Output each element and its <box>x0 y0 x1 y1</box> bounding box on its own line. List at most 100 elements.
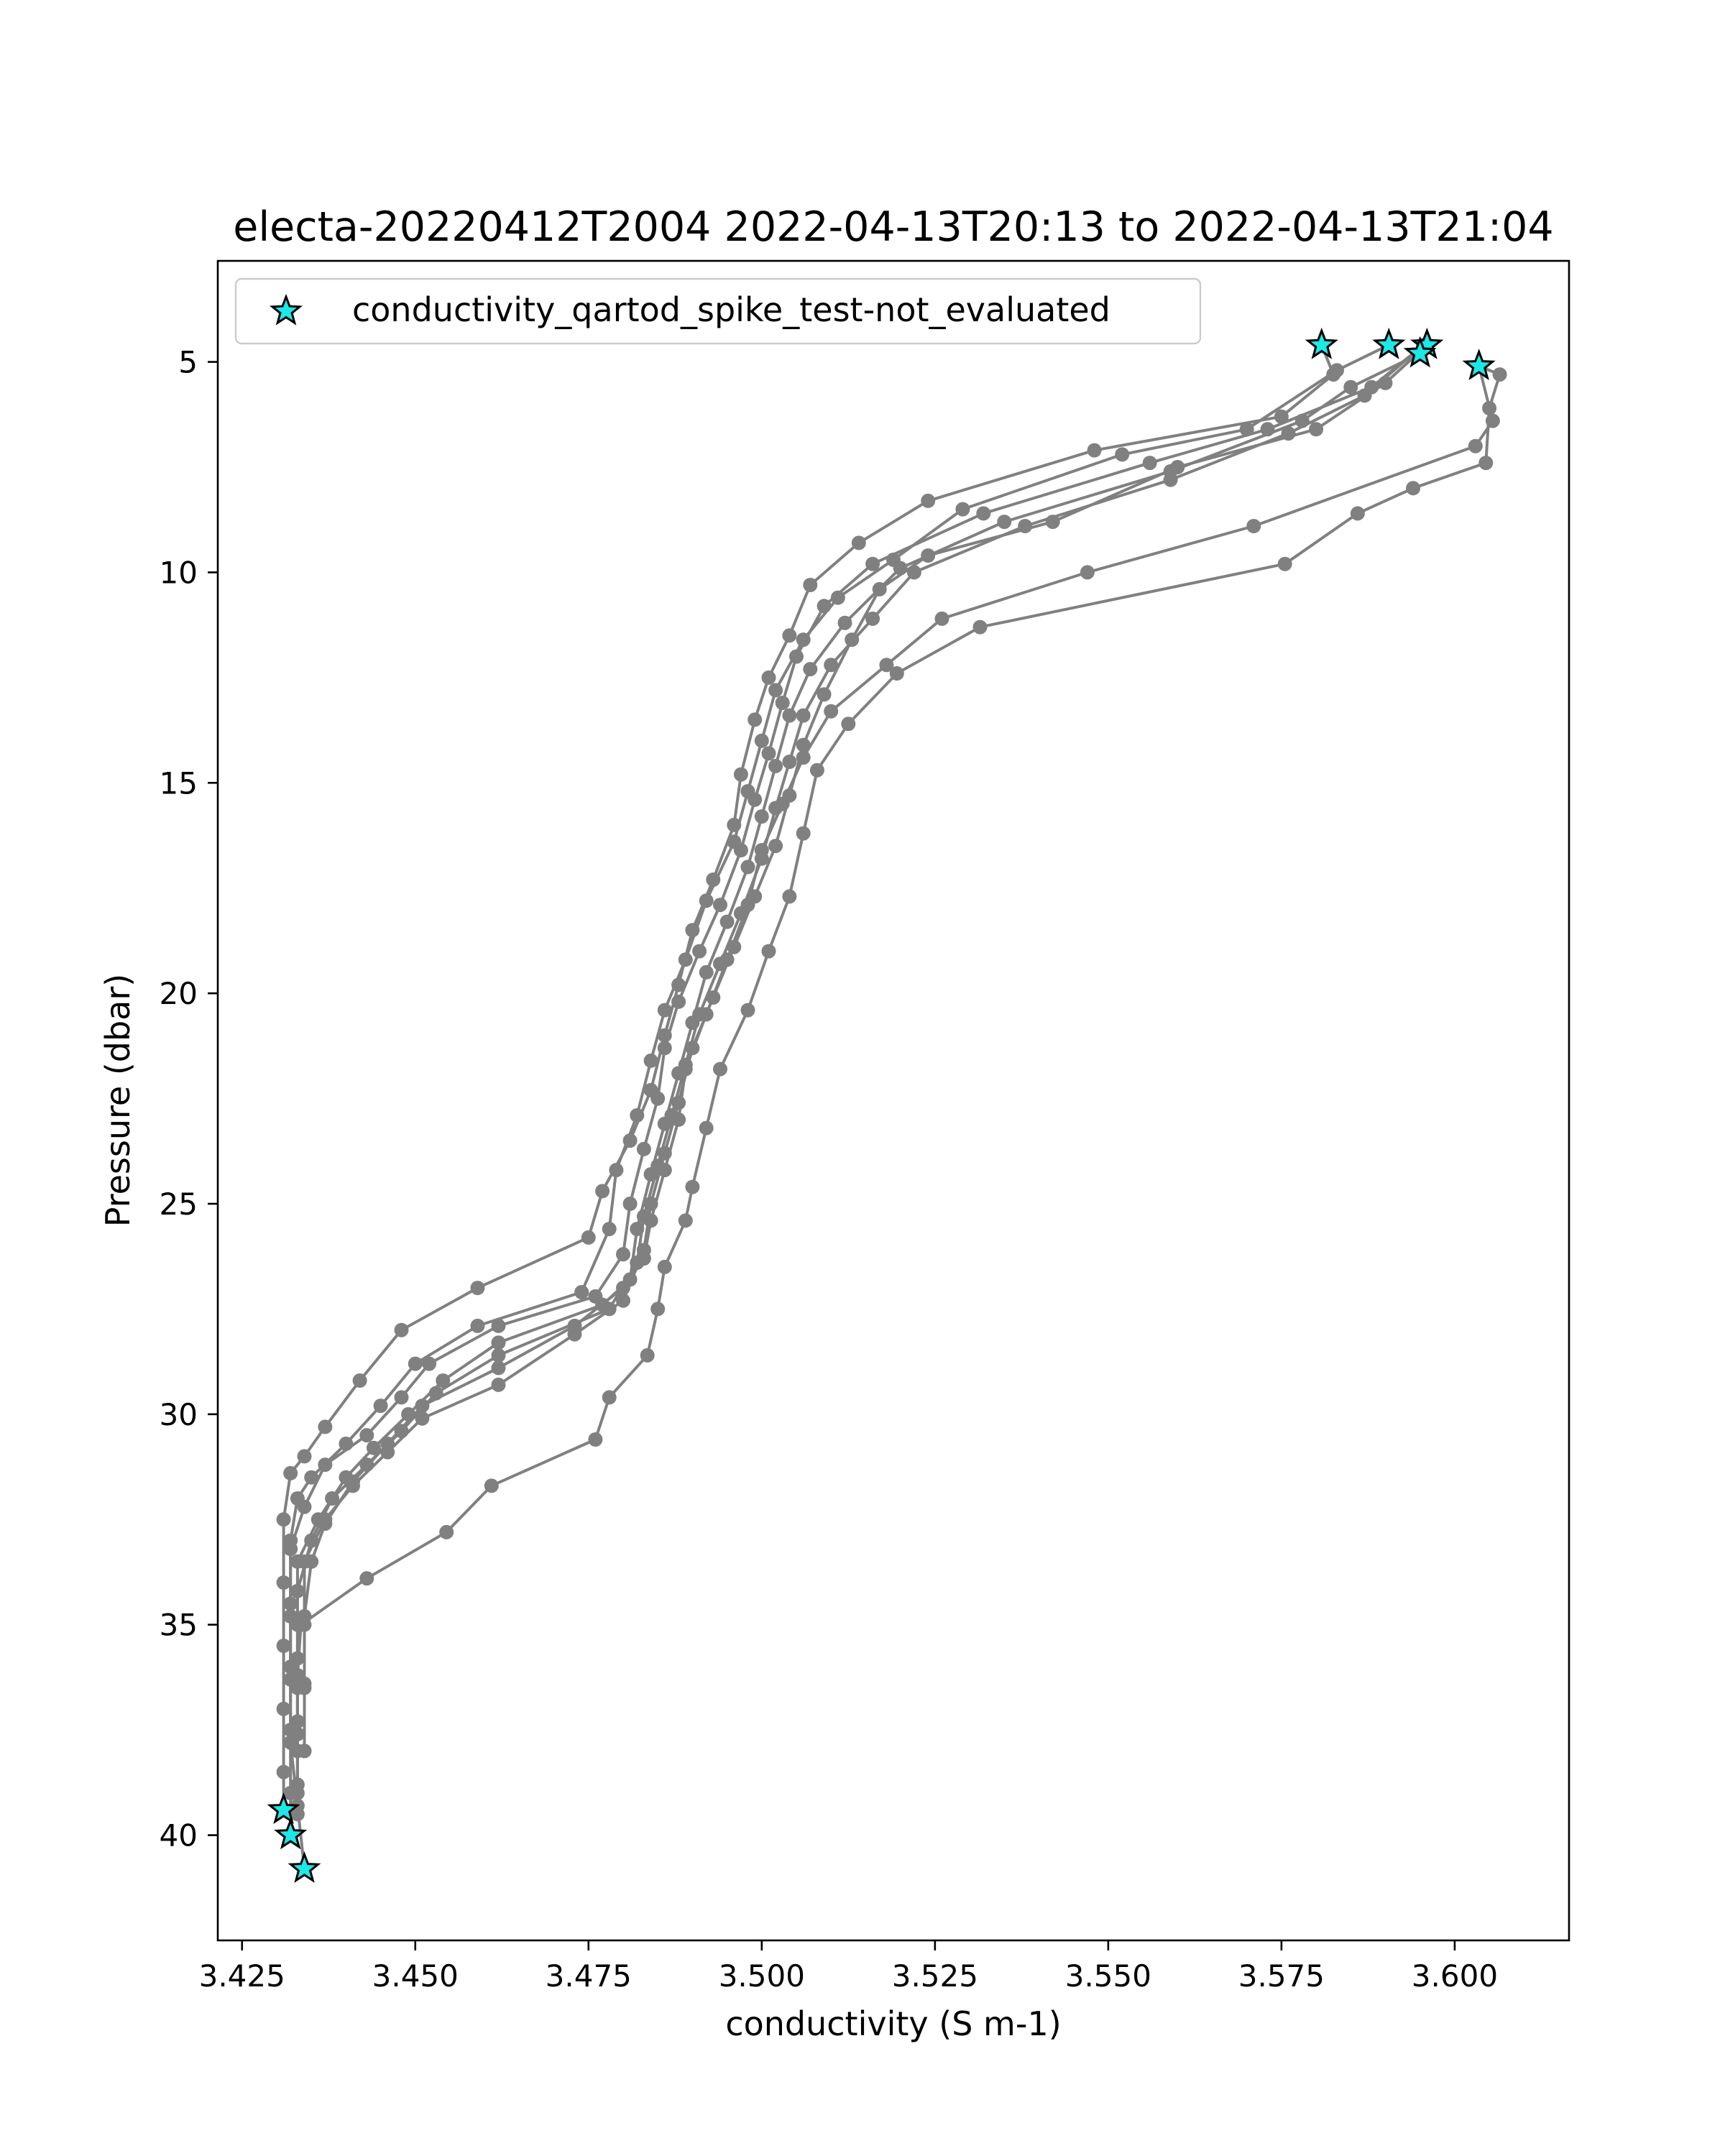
data-point <box>809 763 824 778</box>
data-point <box>297 1609 312 1623</box>
data-point <box>775 796 790 811</box>
legend-box <box>234 277 1202 345</box>
data-point <box>422 1356 437 1371</box>
legend-label: conductivity_qartod_spike_test-not_evalu… <box>352 290 1110 329</box>
data-point <box>678 952 693 967</box>
data-point <box>1163 472 1178 487</box>
data-point <box>636 1251 651 1266</box>
data-point <box>359 1428 374 1443</box>
data-point <box>782 889 797 904</box>
y-tick-label: 25 <box>160 1187 198 1222</box>
data-point <box>768 758 783 773</box>
data-point <box>297 1449 312 1464</box>
x-tick-label: 3.575 <box>1238 1958 1325 1994</box>
data-point <box>484 1478 499 1493</box>
data-point <box>733 843 748 857</box>
data-point <box>879 658 894 673</box>
series-line <box>282 344 1335 1810</box>
x-tick-label: 3.600 <box>1412 1958 1498 1994</box>
series-line <box>303 344 1428 1751</box>
data-point <box>754 733 769 748</box>
data-point <box>782 708 797 723</box>
data-point <box>678 1213 693 1228</box>
data-point <box>851 535 866 550</box>
data-point <box>439 1524 454 1539</box>
data-point <box>1277 556 1292 571</box>
data-point <box>297 1743 312 1759</box>
data-point <box>304 1470 319 1485</box>
data-point <box>276 1701 291 1716</box>
series-line <box>289 344 1390 1835</box>
data-point <box>719 952 735 967</box>
data-point <box>415 1399 430 1414</box>
data-point <box>640 1348 655 1363</box>
data-point <box>657 1259 672 1274</box>
data-point <box>671 994 686 1009</box>
data-point <box>1350 506 1365 521</box>
data-point <box>889 666 904 681</box>
data-point <box>574 1285 589 1299</box>
data-point <box>733 767 748 782</box>
data-point <box>1485 413 1500 428</box>
series-line <box>295 352 1421 1815</box>
data-point <box>276 1575 291 1590</box>
series-6 <box>297 338 1435 1759</box>
data-point <box>290 1727 305 1741</box>
data-point <box>972 619 988 635</box>
data-point <box>713 898 727 913</box>
data-point <box>588 1432 603 1447</box>
data-point <box>643 1053 658 1068</box>
data-point <box>380 1436 395 1451</box>
flagged-point <box>274 1818 308 1850</box>
legend-star-marker <box>269 293 303 326</box>
data-point <box>837 615 852 630</box>
data-point <box>359 1571 374 1586</box>
data-point <box>290 1807 305 1822</box>
data-point <box>325 1491 340 1506</box>
data-point <box>830 590 845 605</box>
x-tick-label: 3.450 <box>372 1958 459 1994</box>
data-point <box>470 1318 485 1333</box>
data-point <box>636 1141 651 1156</box>
data-point <box>824 658 839 673</box>
data-point <box>768 683 783 698</box>
y-tick-label: 5 <box>178 345 198 380</box>
data-point <box>1087 443 1102 458</box>
data-point <box>796 708 811 723</box>
data-point <box>622 1197 638 1211</box>
data-point <box>761 670 776 685</box>
data-point <box>719 914 735 929</box>
legend: conductivity_qartod_spike_test-not_evalu… <box>234 277 1202 345</box>
x-axis-label: conductivity (S m-1) <box>725 2004 1061 2043</box>
flagged-point <box>1403 336 1437 368</box>
data-point <box>657 1163 672 1178</box>
data-point <box>796 750 811 765</box>
data-point <box>748 712 763 727</box>
data-point <box>761 944 776 959</box>
chart-title: electa-20220412T2004 2022-04-13T20:13 to… <box>233 203 1553 251</box>
data-point <box>491 1348 506 1363</box>
plot-frame <box>216 259 1570 1942</box>
data-point <box>761 746 776 761</box>
data-point <box>630 1108 645 1123</box>
data-point <box>394 1390 409 1405</box>
data-point <box>816 599 832 614</box>
data-point <box>276 1639 291 1653</box>
data-point <box>671 1112 686 1127</box>
data-point <box>643 1213 658 1228</box>
data-point <box>318 1516 333 1531</box>
y-tick-label: 35 <box>160 1608 198 1643</box>
data-point <box>318 1419 333 1434</box>
data-point <box>740 860 755 875</box>
series-2 <box>283 338 1397 1843</box>
flagged-point <box>1462 349 1496 381</box>
data-point <box>1378 375 1393 390</box>
data-point <box>796 826 811 841</box>
data-point <box>366 1440 381 1455</box>
data-point <box>789 649 804 664</box>
data-point <box>782 755 797 769</box>
y-tick-label: 30 <box>160 1397 198 1432</box>
data-point <box>1045 515 1060 530</box>
flagged-point <box>1372 327 1406 359</box>
series-line <box>295 364 1501 1793</box>
